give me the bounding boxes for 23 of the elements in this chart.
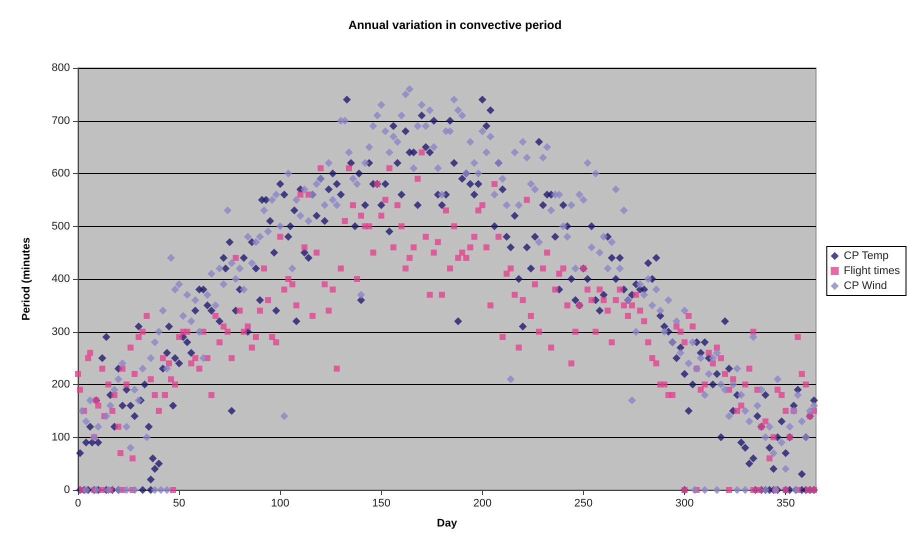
chart-title: Annual variation in convective period xyxy=(348,18,562,32)
x-tick-label: 100 xyxy=(271,498,290,510)
y-tick-label: 100 xyxy=(52,431,70,444)
y-axis-title: Period (minutes xyxy=(20,237,32,321)
x-tick-label: 300 xyxy=(675,498,694,510)
y-tick-label: 800 xyxy=(52,62,70,74)
legend-label: CP Temp xyxy=(844,250,889,262)
x-axis-title: Day xyxy=(436,518,458,530)
x-tick-label: 50 xyxy=(172,498,186,510)
legend-label: CP Wind xyxy=(844,280,887,292)
y-tick-label: 400 xyxy=(52,273,70,285)
y-tick-label: 200 xyxy=(52,378,70,390)
y-tick-label: 0 xyxy=(64,484,70,496)
x-tick-label: 250 xyxy=(574,498,593,510)
x-tick-label: 0 xyxy=(74,498,82,510)
x-tick-label: 350 xyxy=(776,498,795,510)
legend-label: Flight times xyxy=(844,265,900,277)
x-tick-label: 200 xyxy=(473,498,492,510)
y-tick-label: 500 xyxy=(52,220,70,232)
x-tick-label: 150 xyxy=(372,498,390,510)
y-tick-label: 300 xyxy=(52,326,70,338)
y-tick-label: 600 xyxy=(52,168,70,180)
y-tick-label: 700 xyxy=(52,114,70,127)
